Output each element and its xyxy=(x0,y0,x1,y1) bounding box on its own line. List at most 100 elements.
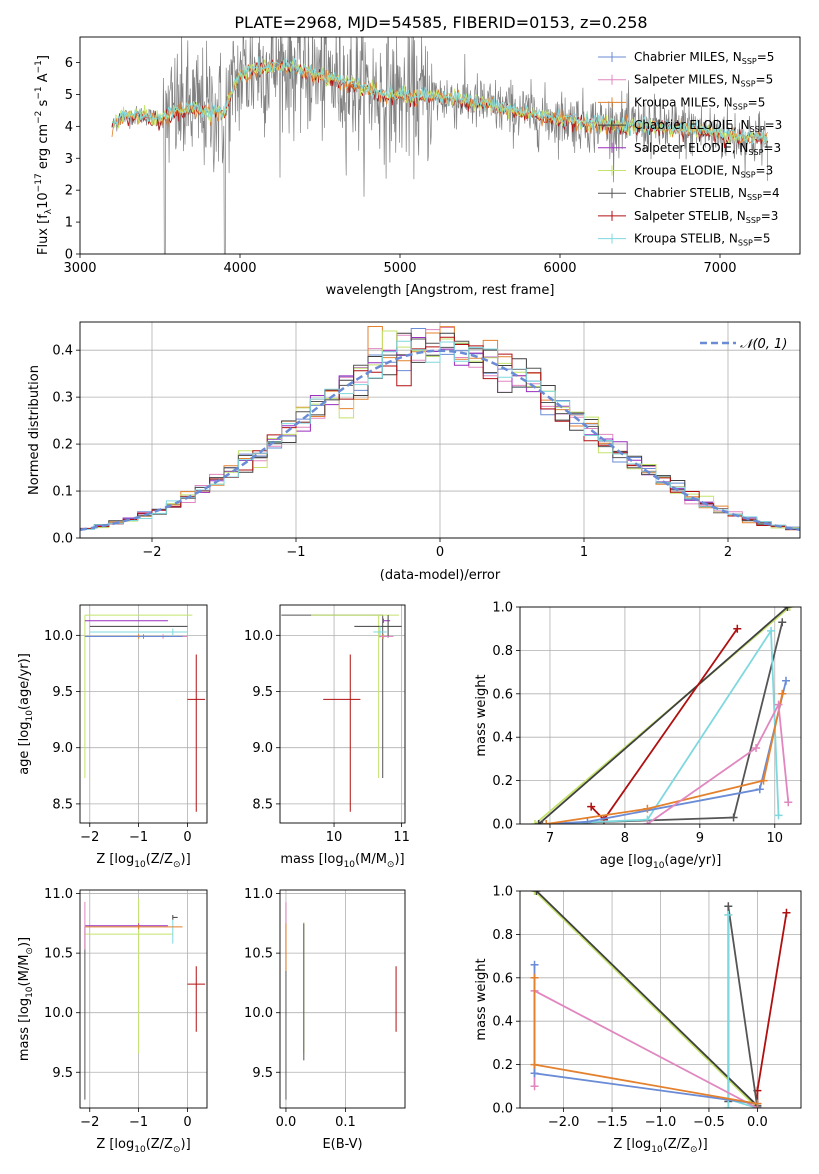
x-axis-label: wavelength [Angstrom, rest frame] xyxy=(326,283,555,298)
legend-text: Kroupa MILES, N xyxy=(634,95,733,109)
y-tick-label: 0.4 xyxy=(492,731,513,746)
y-tick-label: 0.0 xyxy=(52,532,73,547)
x-tick-label: −2 xyxy=(80,1115,99,1130)
weight-line xyxy=(533,891,759,1108)
y-tick-label: 9.5 xyxy=(52,1066,73,1081)
weight-marker xyxy=(752,744,761,753)
y-tick-label: 6 xyxy=(65,56,73,71)
x-axis-label-part: age [log xyxy=(600,853,653,868)
y-tick-label: 0.2 xyxy=(52,438,73,453)
weight-marker xyxy=(532,891,541,895)
weight-line xyxy=(546,628,780,824)
y-axis-label-part: erg cm xyxy=(36,124,51,173)
x-axis-label-part: 10 xyxy=(134,860,146,870)
x-tick-label: 0.0 xyxy=(276,1115,297,1130)
weight-line xyxy=(727,906,759,1108)
legend-subscript: SSP xyxy=(733,102,748,111)
y-tick-label: 11.0 xyxy=(244,887,273,902)
y-axis-label-part: ] xyxy=(36,55,51,60)
x-tick-label: 5000 xyxy=(383,261,416,276)
x-axis-label-part: )] xyxy=(394,852,404,867)
x-axis-label: age [log10(age/yr)] xyxy=(600,853,722,871)
legend-value: =3 xyxy=(765,118,783,132)
x-tick-label: 0.1 xyxy=(335,1115,356,1130)
weight-marker xyxy=(530,891,539,895)
legend-label: Kroupa ELODIE, NSSP=3 xyxy=(634,164,773,180)
y-tick-label: 3 xyxy=(65,152,73,167)
x-axis-label-part: Z [log xyxy=(96,852,134,867)
legend-subscript: SSP xyxy=(747,193,762,202)
legend-subscript: SSP xyxy=(748,148,763,157)
weight-marker xyxy=(729,813,738,822)
x-axis-label-part: ⊙ xyxy=(690,1145,698,1155)
legend-text: Chabrier ELODIE, N xyxy=(634,118,750,132)
weight-line xyxy=(590,628,739,822)
axes-frame xyxy=(79,604,208,824)
plot-area xyxy=(84,898,206,1100)
model-spectrum-line xyxy=(111,56,768,147)
x-tick-label: 6000 xyxy=(543,261,576,276)
x-axis-label-part: 10 xyxy=(651,1145,663,1155)
plot-area xyxy=(80,326,800,532)
weight-line xyxy=(533,989,758,1108)
x-tick-label: −2 xyxy=(142,545,161,560)
legend-label: 𝒩(0, 1) xyxy=(740,337,787,352)
y-axis-label-part: age [log xyxy=(17,722,32,775)
y-tick-label: 1 xyxy=(65,216,73,231)
y-tick-label: 0.2 xyxy=(492,1058,513,1073)
x-tick-label: 4000 xyxy=(223,261,256,276)
x-tick-label: 3000 xyxy=(63,261,96,276)
y-tick-label: 0.8 xyxy=(492,928,513,943)
x-tick-label: −1 xyxy=(129,830,148,845)
mass-vs-metallicity-panel: −2 −1 09.510.010.511.0Z [log10(Z/Z⊙)]mass … xyxy=(17,887,208,1155)
y-tick-label: 2 xyxy=(65,184,73,199)
weight-marker xyxy=(643,820,652,824)
gaussian-curve xyxy=(80,349,800,532)
x-tick-label: 10 xyxy=(326,830,343,845)
legend-label: Chabrier MILES, NSSP=5 xyxy=(634,50,774,66)
x-axis-label: Z [log10(Z/Z⊙)] xyxy=(613,1137,707,1155)
y-axis-label-part: −17 xyxy=(34,173,44,192)
weight-marker xyxy=(538,820,547,824)
y-tick-label: 10.0 xyxy=(244,1006,273,1021)
x-axis-label: mass [log10(M/M⊙)] xyxy=(280,852,404,870)
y-axis-label-part: )] xyxy=(17,937,32,947)
weight-marker xyxy=(583,817,592,824)
weight-line xyxy=(756,912,788,1108)
weight-vs-metallicity-panel: −2.0 −1.5 −1.0 −0.5 0.0 0.0 0.2 0.4 0.6 0.8 1.0 Z [… xyxy=(474,885,802,1155)
legend-value: =5 xyxy=(753,232,771,246)
y-tick-label: 10.5 xyxy=(44,947,73,962)
y-tick-label: 9.5 xyxy=(52,685,73,700)
y-axis-label-part: s xyxy=(36,99,51,110)
weight-line xyxy=(546,693,784,824)
y-axis-label-part: mass [log xyxy=(17,998,32,1061)
weight-line xyxy=(542,621,784,824)
axes-frame xyxy=(79,889,208,1109)
y-tick-label: 0.1 xyxy=(52,485,73,500)
x-tick-label: 0.0 xyxy=(747,1115,768,1130)
legend-value: =3 xyxy=(756,164,774,178)
x-tick-label: 2 xyxy=(724,545,732,560)
y-axis-label: Flux [fλ10−17 erg cm−2 s−1 A−1] xyxy=(34,55,54,255)
x-axis-label-part: )] xyxy=(181,852,191,867)
figure-title: PLATE=2968, MJD=54585, FIBERID=0153, z=0… xyxy=(234,13,647,32)
y-tick-label: 4 xyxy=(65,120,73,135)
weight-marker xyxy=(724,902,733,911)
weight-marker xyxy=(774,811,783,820)
x-tick-label: −0.5 xyxy=(693,1115,725,1130)
x-axis-label-part: ⊙ xyxy=(387,860,395,870)
weight-marker xyxy=(778,618,787,627)
x-axis-label-part: Z [log xyxy=(96,1137,134,1152)
x-tick-label: 9 xyxy=(696,831,704,846)
legend-subscript: SSP xyxy=(741,171,756,180)
y-axis-label-part: (M/M xyxy=(17,955,32,987)
y-axis-label-part: (age/yr)] xyxy=(17,653,32,710)
y-tick-label: 8.5 xyxy=(252,797,273,812)
weight-marker xyxy=(755,785,764,794)
y-axis-label-part: 10 xyxy=(36,192,51,209)
x-tick-label: 7000 xyxy=(703,261,736,276)
weight-marker xyxy=(530,960,539,969)
x-tick-label: 0 xyxy=(183,1115,191,1130)
